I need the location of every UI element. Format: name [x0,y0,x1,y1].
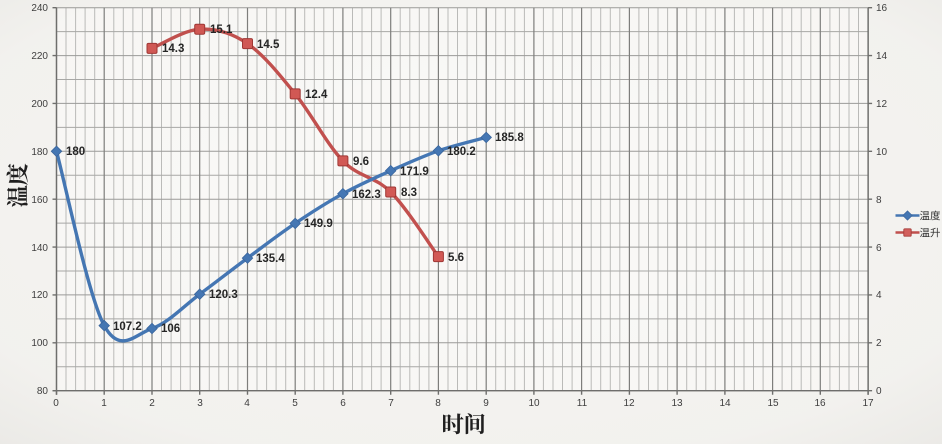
svg-text:10: 10 [528,398,540,409]
svg-text:8.3: 8.3 [401,187,417,199]
svg-text:140: 140 [31,243,48,254]
svg-text:15: 15 [767,398,779,409]
svg-text:106: 106 [161,323,180,335]
svg-text:6: 6 [876,243,882,254]
svg-text:6: 6 [340,398,346,409]
svg-text:4: 4 [244,398,250,409]
svg-text:10: 10 [876,147,888,158]
svg-text:180: 180 [66,146,85,158]
svg-text:220: 220 [31,51,48,62]
svg-text:2: 2 [876,338,882,349]
svg-text:162.3: 162.3 [352,189,381,201]
svg-text:3: 3 [197,398,203,409]
svg-text:8: 8 [435,398,441,409]
svg-text:185.8: 185.8 [495,132,524,144]
svg-text:80: 80 [37,386,49,397]
svg-text:171.9: 171.9 [400,166,429,178]
svg-text:7: 7 [388,398,394,409]
svg-text:2: 2 [149,398,155,409]
svg-text:8: 8 [876,195,882,206]
svg-text:14.3: 14.3 [162,43,184,55]
svg-text:5: 5 [292,398,298,409]
svg-text:16: 16 [876,3,888,14]
svg-text:14: 14 [876,51,888,62]
svg-text:0: 0 [53,398,59,409]
svg-text:4: 4 [876,290,882,301]
svg-text:240: 240 [31,3,48,14]
svg-text:180.2: 180.2 [447,146,476,158]
svg-text:100: 100 [31,338,48,349]
svg-text:120: 120 [31,290,48,301]
svg-text:1: 1 [101,398,107,409]
svg-text:5.6: 5.6 [448,252,464,264]
svg-text:135.4: 135.4 [256,253,285,265]
svg-text:149.9: 149.9 [304,218,333,230]
svg-text:160: 160 [31,195,48,206]
svg-text:120.3: 120.3 [209,289,238,301]
svg-text:12: 12 [623,398,635,409]
svg-text:17: 17 [862,398,874,409]
svg-text:180: 180 [31,147,48,158]
svg-text:9: 9 [483,398,489,409]
svg-text:0: 0 [876,386,882,397]
svg-text:16: 16 [814,398,826,409]
svg-text:15.1: 15.1 [210,24,233,36]
svg-text:12: 12 [876,99,888,110]
svg-text:200: 200 [31,99,48,110]
svg-text:9.6: 9.6 [353,156,369,168]
svg-text:14: 14 [719,398,731,409]
svg-text:11: 11 [577,398,588,409]
svg-text:12.4: 12.4 [305,89,328,101]
svg-text:13: 13 [671,398,683,409]
svg-text:14.5: 14.5 [257,39,280,51]
svg-text:107.2: 107.2 [113,321,142,333]
